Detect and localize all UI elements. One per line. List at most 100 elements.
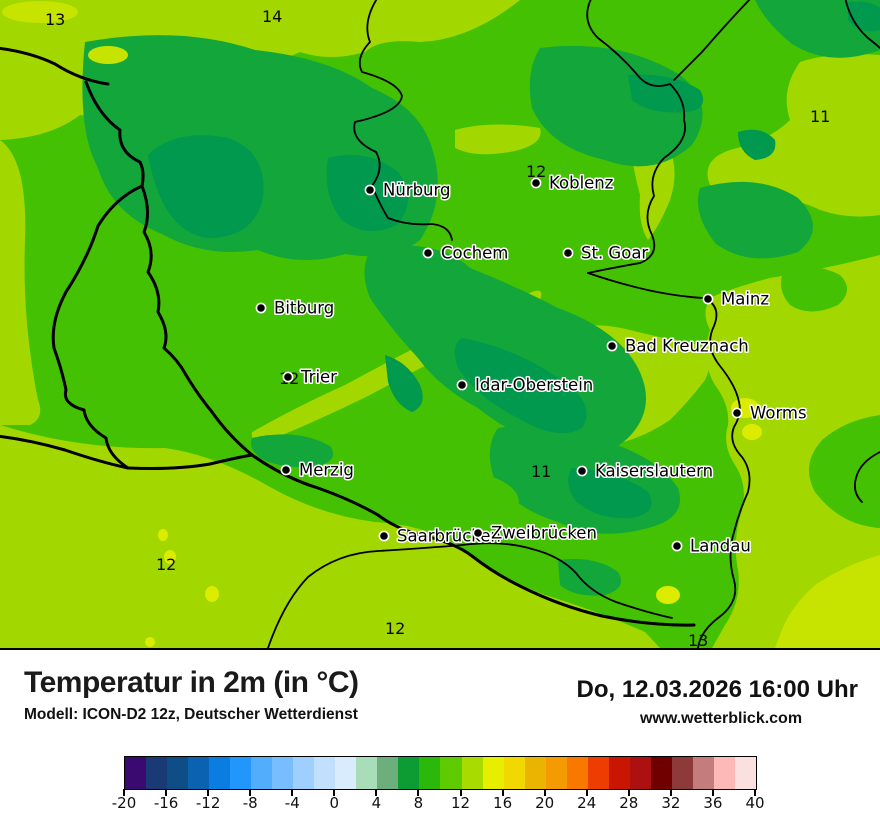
legend-tick-label: -16	[153, 794, 179, 812]
model-subtitle: Modell: ICON-D2 12z, Deutscher Wetterdie…	[24, 706, 358, 723]
legend-segment--20	[125, 757, 147, 789]
city-dot	[364, 184, 376, 196]
legend-segment-38	[734, 757, 756, 789]
legend-tick	[754, 789, 756, 796]
city-dot	[280, 464, 292, 476]
legend-tick-label: 24	[577, 794, 597, 812]
legend-tick-label: 4	[371, 794, 382, 812]
legend-segment-36	[713, 757, 735, 789]
city-dot	[422, 247, 434, 259]
city-dot	[472, 527, 484, 539]
legend-tick-label: 8	[413, 794, 424, 812]
legend-segment-18	[524, 757, 546, 789]
legend-tick-label: -12	[195, 794, 221, 812]
map-canvas: 131412111211121213 NürburgKoblenzCochemS…	[0, 0, 880, 650]
website-url: www.wetterblick.com	[639, 710, 803, 727]
legend-tick	[417, 789, 420, 796]
legend-tick	[249, 789, 252, 796]
map-divider	[0, 648, 880, 650]
legend-tick-label: 0	[329, 794, 340, 812]
city-marker-trier: Trier	[282, 366, 339, 388]
city-label: Merzig	[299, 461, 354, 480]
temperature-value: 14	[262, 7, 282, 26]
temperature-value: 12	[156, 555, 176, 574]
legend-segment-20	[545, 757, 567, 789]
city-marker-saarbr-cken: Saarbrücken	[378, 525, 502, 547]
temperature-value: 13	[45, 10, 65, 29]
city-marker-worms: Worms	[731, 402, 808, 424]
legend-segment-32	[671, 757, 693, 789]
temperature-value: 11	[531, 462, 551, 481]
legend-segment-16	[503, 757, 525, 789]
legend-tick-label: 32	[661, 794, 681, 812]
city-marker-n-rburg: Nürburg	[364, 179, 452, 201]
map-borders	[0, 0, 880, 649]
legend-segment-6	[398, 757, 420, 789]
city-label: Zweibrücken	[491, 524, 597, 543]
temperature-value: 11	[810, 107, 830, 126]
legend-segment-12	[461, 757, 483, 789]
legend-tick-label: -20	[111, 794, 137, 812]
legend-segment-34	[692, 757, 714, 789]
legend-segment--12	[209, 757, 231, 789]
city-dot	[562, 247, 574, 259]
legend-segment--4	[293, 757, 315, 789]
city-label: Bitburg	[274, 299, 334, 318]
city-dot	[456, 379, 468, 391]
city-dot	[378, 530, 390, 542]
city-markers-layer: Nürburg Koblenz Cochem St. Goar Bitburg Mainz…	[255, 172, 808, 557]
legend-segment--2	[314, 757, 336, 789]
legend-tick	[543, 789, 546, 796]
city-dot	[282, 371, 294, 383]
legend-tick	[375, 789, 378, 796]
legend-tick	[585, 789, 588, 796]
legend-segment-10	[440, 757, 462, 789]
legend-tick-label: 20	[535, 794, 555, 812]
city-label: Bad Kreuznach	[625, 337, 749, 356]
city-dot	[530, 177, 542, 189]
map-region-14deg	[2, 1, 880, 648]
city-marker-st-goar: St. Goar	[562, 242, 650, 264]
city-label: Saarbrücken	[397, 527, 501, 546]
legend-tick	[711, 789, 714, 796]
legend-tick	[669, 789, 672, 796]
city-dot	[576, 465, 588, 477]
legend-tick	[165, 789, 168, 796]
legend-segment-2	[356, 757, 378, 789]
city-label: Idar-Oberstein	[475, 376, 593, 395]
legend-tick-label: 16	[493, 794, 513, 812]
city-dot	[671, 540, 683, 552]
legend-segment--16	[167, 757, 189, 789]
legend-tick	[501, 789, 504, 796]
legend-tick	[207, 789, 210, 796]
legend-segment--10	[230, 757, 252, 789]
legend-segment-26	[608, 757, 630, 789]
city-label: Mainz	[721, 290, 769, 309]
city-dot	[606, 340, 618, 352]
legend-segment-4	[377, 757, 399, 789]
legend-segment-0	[335, 757, 357, 789]
legend-segment--6	[272, 757, 294, 789]
legend-colorbar	[124, 756, 757, 790]
city-label: Cochem	[441, 244, 508, 263]
temperature-value: 13	[688, 631, 708, 650]
city-dot	[731, 407, 743, 419]
legend-segment-22	[566, 757, 588, 789]
temperature-map: 131412111211121213 NürburgKoblenzCochemS…	[0, 0, 880, 650]
city-label: Landau	[690, 537, 751, 556]
legend-segment--8	[251, 757, 273, 789]
legend-tick	[123, 789, 125, 796]
legend-tick-label: 40	[745, 794, 765, 812]
city-dot	[702, 293, 714, 305]
legend-tick-label: -8	[242, 794, 258, 812]
legend-tick	[291, 789, 294, 796]
legend-segment--14	[188, 757, 210, 789]
legend-segment-14	[482, 757, 504, 789]
city-marker-koblenz: Koblenz	[530, 172, 615, 194]
city-marker-mainz: Mainz	[702, 288, 771, 310]
valid-datetime: Do, 12.03.2026 16:00 Uhr	[576, 676, 859, 703]
temperature-values-layer: 131412111211121213	[45, 7, 830, 650]
legend-tick-label: 28	[619, 794, 639, 812]
legend-tick	[333, 789, 336, 796]
